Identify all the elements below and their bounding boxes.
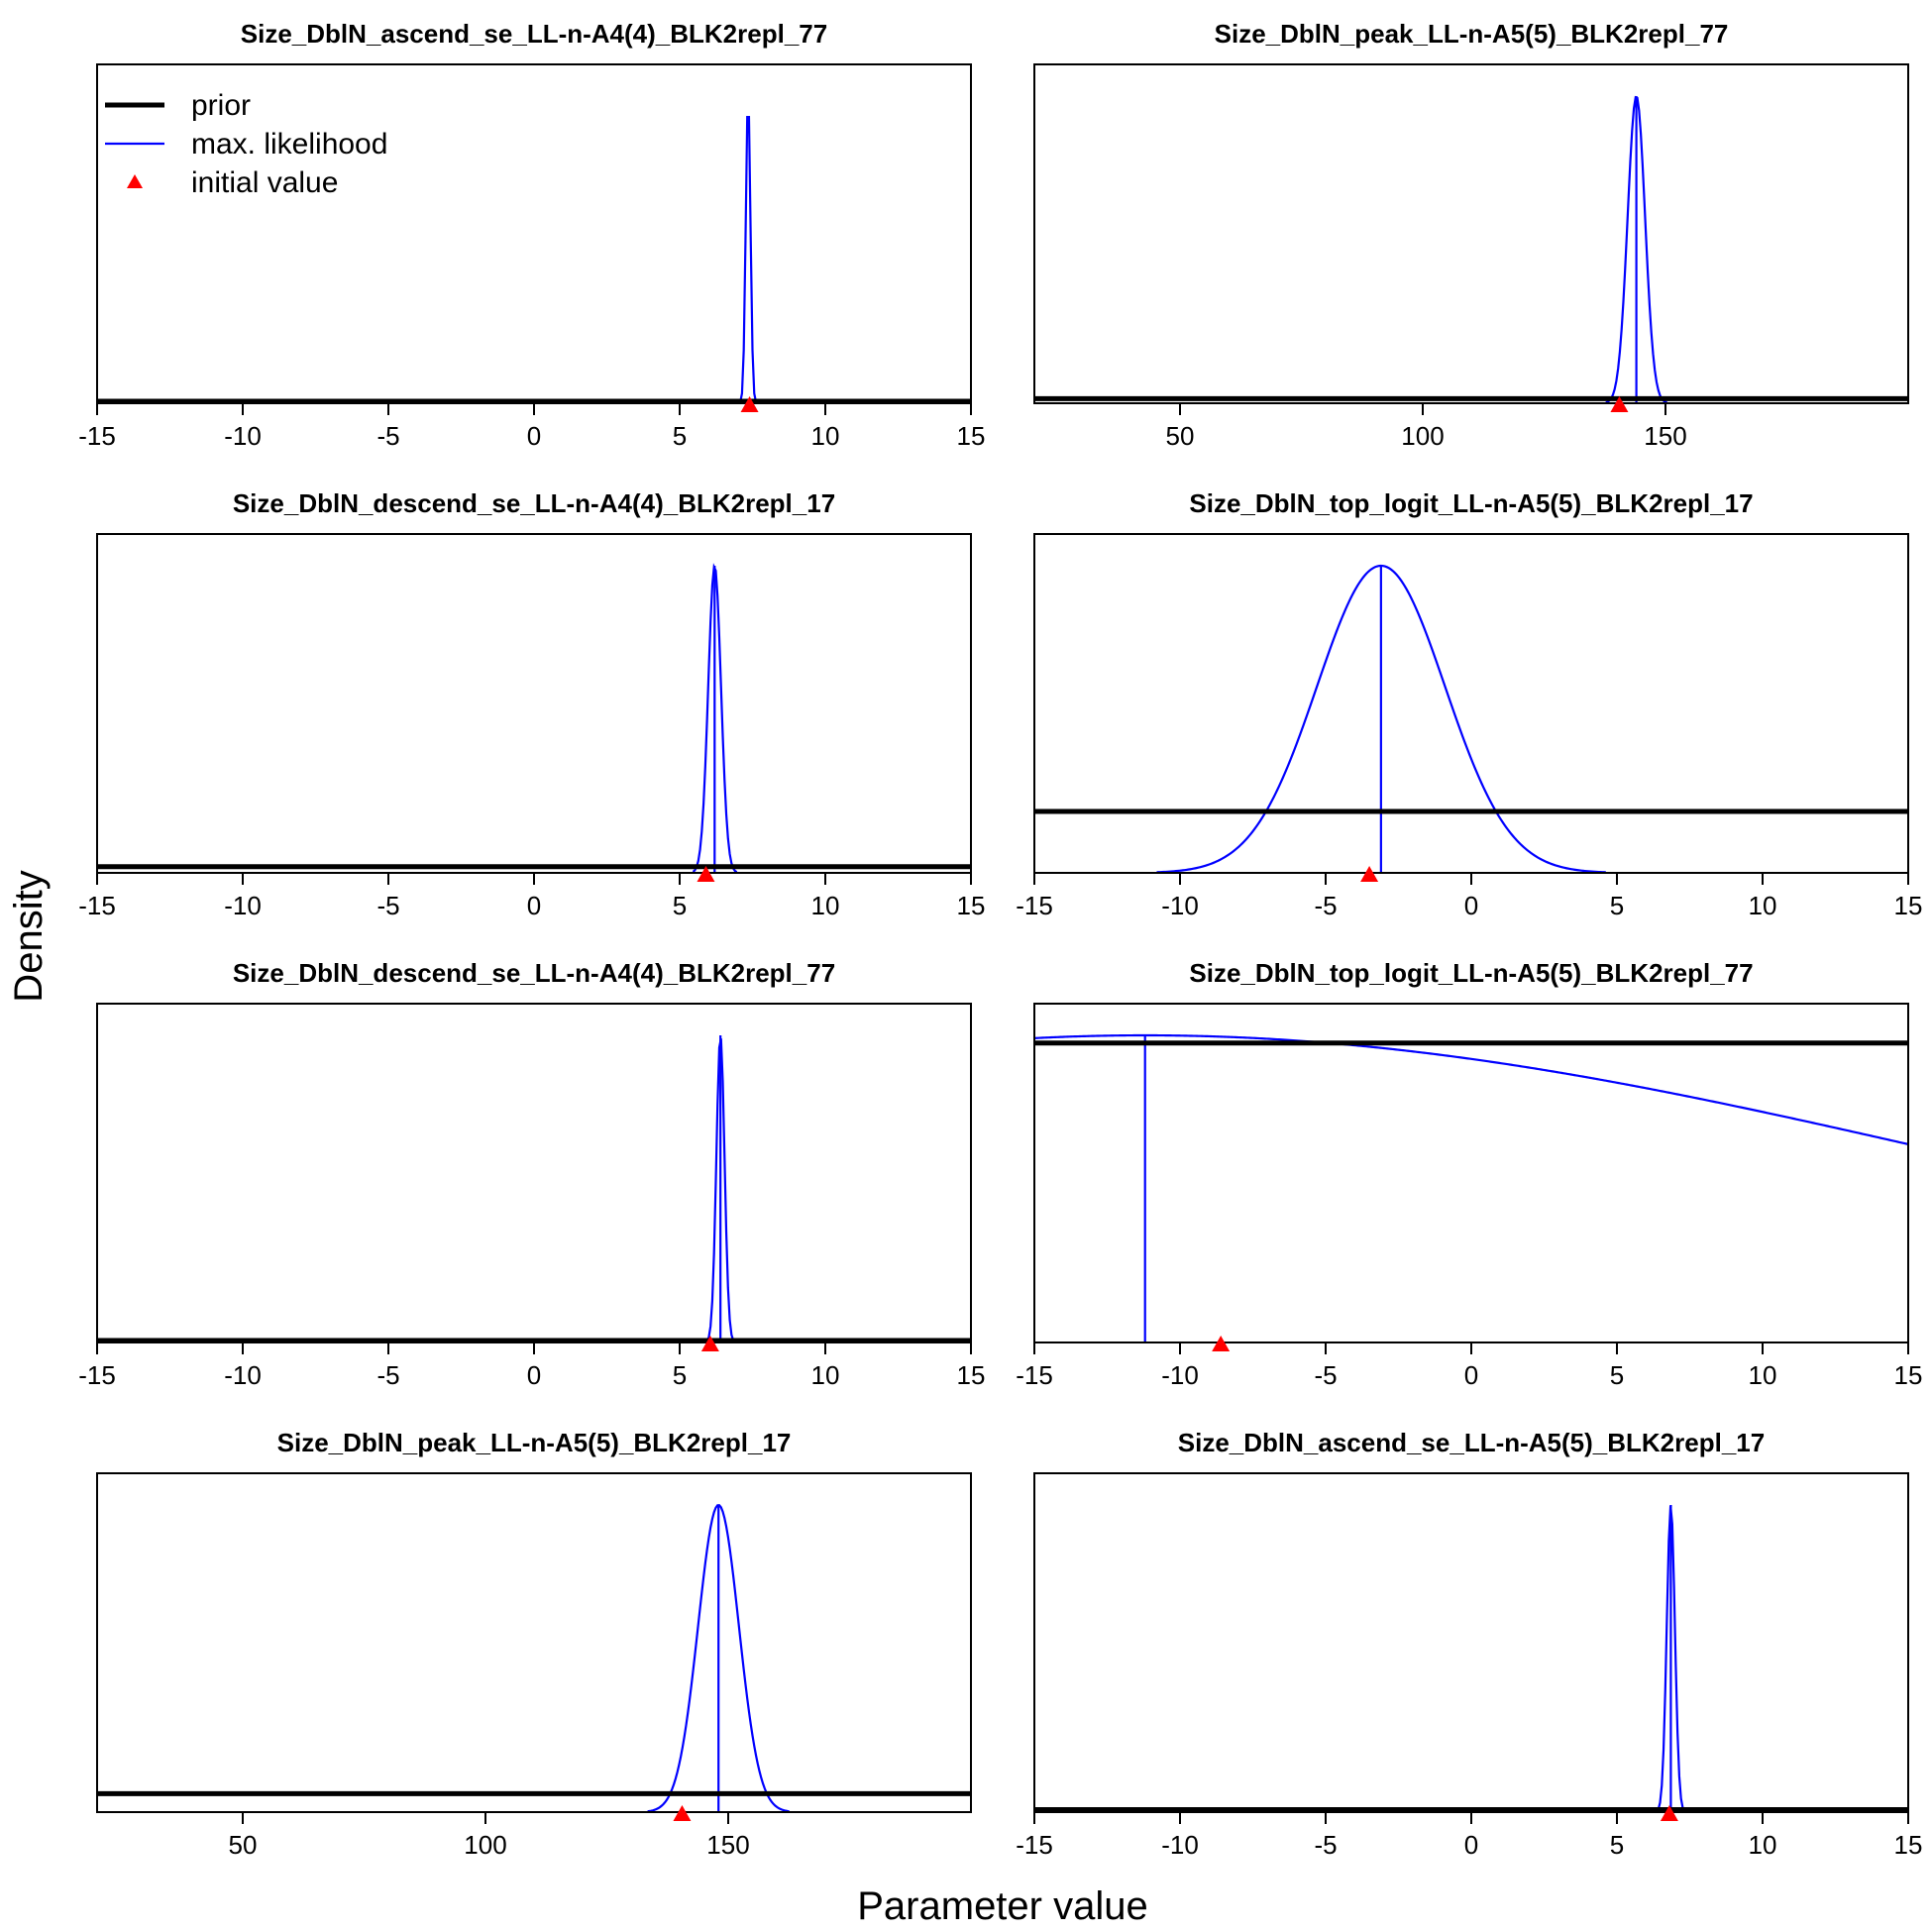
panel-frame	[1033, 63, 1909, 404]
x-tick-label: 0	[527, 891, 541, 920]
initial-value-marker	[700, 1336, 719, 1351]
legend: prior max. likelihood initial value	[105, 89, 387, 199]
panel-frame	[1033, 1003, 1909, 1343]
x-tick-label: -15	[1016, 891, 1053, 920]
panel-title: Size_DblN_top_logit_LL-n-A5(5)_BLK2repl_…	[1189, 958, 1753, 988]
legend-initial-swatch	[127, 174, 143, 188]
panel-title: Size_DblN_descend_se_LL-n-A4(4)_BLK2repl…	[233, 488, 835, 518]
x-tick-label: -15	[78, 1360, 116, 1390]
panel-8: Size_DblN_ascend_se_LL-n-A5(5)_BLK2repl_…	[1016, 1428, 1922, 1860]
panels: Size_DblN_ascend_se_LL-n-A4(4)_BLK2repl_…	[78, 19, 1922, 1860]
x-tick-label: 100	[464, 1830, 506, 1860]
panel-title: Size_DblN_ascend_se_LL-n-A5(5)_BLK2repl_…	[1178, 1428, 1765, 1457]
panel-title: Size_DblN_peak_LL-n-A5(5)_BLK2repl_77	[1215, 19, 1729, 49]
panel-title: Size_DblN_peak_LL-n-A5(5)_BLK2repl_17	[277, 1428, 792, 1457]
legend-label: max. likelihood	[191, 128, 387, 161]
initial-value-marker	[1610, 396, 1629, 412]
x-tick-label: 0	[527, 421, 541, 451]
x-tick-label: 5	[1610, 891, 1624, 920]
mle-density-curve	[1033, 1033, 1909, 1145]
x-tick-label: -10	[1161, 1360, 1199, 1390]
panel-title: Size_DblN_ascend_se_LL-n-A4(4)_BLK2repl_…	[241, 19, 827, 49]
x-tick-label: 100	[1401, 421, 1444, 451]
initial-value-marker	[740, 396, 759, 412]
x-tick-label: 5	[1610, 1830, 1624, 1860]
x-tick-label: -10	[1161, 891, 1199, 920]
x-tick-label: 5	[673, 421, 687, 451]
panel-frame	[1033, 1472, 1909, 1813]
panel-frame	[1033, 533, 1909, 874]
panel-title: Size_DblN_top_logit_LL-n-A5(5)_BLK2repl_…	[1189, 488, 1753, 518]
x-tick-label: -10	[1161, 1830, 1199, 1860]
x-tick-label: 0	[1464, 891, 1478, 920]
x-tick-label: -5	[1314, 1360, 1337, 1390]
x-tick-label: -5	[1314, 1830, 1337, 1860]
initial-value-marker	[697, 866, 715, 882]
x-tick-label: 15	[957, 1360, 986, 1390]
x-tick-label: 15	[1894, 891, 1923, 920]
panel-title: Size_DblN_descend_se_LL-n-A4(4)_BLK2repl…	[233, 958, 835, 988]
x-tick-label: 150	[706, 1830, 749, 1860]
x-tick-label: 5	[1610, 1360, 1624, 1390]
x-tick-label: 10	[811, 421, 840, 451]
x-tick-label: 0	[527, 1360, 541, 1390]
x-tick-label: 15	[1894, 1360, 1923, 1390]
x-tick-label: -5	[376, 421, 399, 451]
x-tick-label: 150	[1644, 421, 1686, 451]
initial-value-marker	[1360, 866, 1379, 882]
x-tick-label: 10	[1749, 1360, 1777, 1390]
x-tick-label: -5	[376, 891, 399, 920]
x-tick-label: -5	[376, 1360, 399, 1390]
legend-label: prior	[191, 89, 251, 122]
panel-3: Size_DblN_descend_se_LL-n-A4(4)_BLK2repl…	[78, 488, 985, 920]
panel-2: Size_DblN_peak_LL-n-A5(5)_BLK2repl_77 50 1…	[1033, 19, 1909, 451]
y-axis-title: Density	[7, 870, 51, 1002]
panel-frame	[96, 533, 972, 874]
x-tick-label: 15	[957, 891, 986, 920]
mle-density-curve	[739, 115, 758, 403]
initial-value-marker	[1660, 1805, 1678, 1821]
panel-4: Size_DblN_top_logit_LL-n-A5(5)_BLK2repl_…	[1016, 488, 1922, 920]
x-tick-label: 10	[1749, 891, 1777, 920]
initial-value-marker	[1212, 1336, 1231, 1351]
panel-frame	[96, 1003, 972, 1343]
x-tick-label: 50	[1166, 421, 1195, 451]
x-tick-label: 50	[229, 1830, 258, 1860]
panel-7: Size_DblN_peak_LL-n-A5(5)_BLK2repl_17 50 1…	[96, 1428, 972, 1860]
x-tick-label: 5	[673, 891, 687, 920]
x-tick-label: -10	[224, 1360, 262, 1390]
x-tick-label: -15	[1016, 1360, 1053, 1390]
panel-5: Size_DblN_descend_se_LL-n-A4(4)_BLK2repl…	[78, 958, 985, 1390]
x-tick-label: -10	[224, 891, 262, 920]
x-tick-label: 0	[1464, 1360, 1478, 1390]
panel-1: Size_DblN_ascend_se_LL-n-A4(4)_BLK2repl_…	[78, 19, 985, 451]
panel-6: Size_DblN_top_logit_LL-n-A5(5)_BLK2repl_…	[1016, 958, 1922, 1390]
x-tick-label: 5	[673, 1360, 687, 1390]
initial-value-marker	[673, 1805, 692, 1821]
panel-frame	[96, 1472, 972, 1813]
legend-label: initial value	[191, 166, 338, 199]
x-axis-title: Parameter value	[857, 1884, 1147, 1928]
x-tick-label: 10	[1749, 1830, 1777, 1860]
x-tick-label: -5	[1314, 891, 1337, 920]
x-tick-label: 15	[957, 421, 986, 451]
x-tick-label: 10	[811, 1360, 840, 1390]
x-tick-label: -15	[78, 421, 116, 451]
x-tick-label: -15	[1016, 1830, 1053, 1860]
x-tick-label: 15	[1894, 1830, 1923, 1860]
x-tick-label: -15	[78, 891, 116, 920]
x-tick-label: -10	[224, 421, 262, 451]
x-tick-label: 0	[1464, 1830, 1478, 1860]
x-tick-label: 10	[811, 891, 840, 920]
